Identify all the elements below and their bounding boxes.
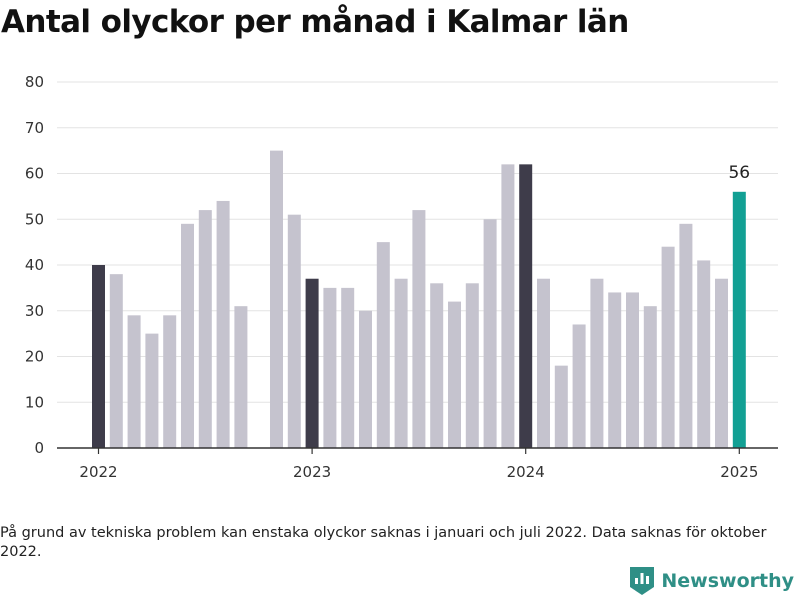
y-tick-label: 0: [34, 439, 44, 457]
bar: [109, 274, 123, 448]
bar: [92, 265, 105, 448]
bar: [537, 278, 550, 448]
bar: [359, 310, 372, 448]
x-tick-label: 2023: [293, 463, 331, 481]
bar: [412, 210, 426, 448]
bar: [341, 287, 355, 448]
x-tick-label: 2024: [507, 463, 545, 481]
y-tick-label: 10: [25, 393, 44, 411]
bar: [643, 306, 657, 448]
y-tick-label: 40: [25, 256, 44, 274]
newsworthy-logo-icon: [630, 567, 655, 595]
bar: [732, 191, 746, 449]
bar: [590, 278, 604, 448]
y-tick-label: 80: [25, 73, 44, 91]
bar: [715, 278, 728, 448]
bar: [626, 292, 639, 448]
y-tick-label: 20: [25, 348, 44, 366]
bar: [430, 283, 444, 448]
x-tick-label: 2025: [720, 463, 758, 481]
bar: [661, 246, 675, 448]
bar: [127, 315, 141, 448]
bar: [679, 223, 693, 448]
bar: [270, 150, 283, 448]
bar: [145, 333, 159, 448]
bar: [483, 219, 497, 448]
bar: [608, 292, 622, 448]
brand-name: Newsworthy: [661, 570, 794, 592]
bar: [305, 278, 319, 448]
bar: [572, 324, 586, 448]
y-tick-label: 30: [25, 302, 44, 320]
y-tick-label: 70: [25, 119, 44, 137]
y-tick-label: 60: [25, 165, 44, 183]
x-tick-label: 2022: [79, 463, 117, 481]
bar: [181, 223, 194, 448]
bar: [287, 214, 301, 448]
data-labels: 56: [728, 163, 750, 183]
y-axis-ticks: 0 10 20 30 40 50 60 70 80: [25, 73, 44, 457]
bar: [198, 210, 212, 448]
x-axis-ticks: 2022 2023 2024 2025: [79, 448, 758, 481]
data-label: 56: [728, 163, 750, 183]
brand-logo[interactable]: Newsworthy: [630, 566, 794, 596]
bar-chart: 0 10 20 30 40 50 60 70 80 2022 2023 2024 2025 56: [25, 73, 778, 481]
bar: [163, 315, 177, 448]
bar: [465, 283, 479, 448]
bars: [92, 150, 746, 449]
bar: [394, 278, 408, 448]
bar: [216, 200, 230, 448]
bar: [448, 301, 461, 448]
bar: [554, 365, 568, 448]
chart-title: Antal olyckor per månad i Kalmar län: [1, 4, 629, 40]
bar: [501, 164, 515, 448]
bar: [323, 287, 337, 448]
bar: [376, 242, 390, 448]
y-tick-label: 50: [25, 210, 44, 228]
bar: [519, 164, 533, 448]
bar: [234, 306, 248, 448]
footnote: På grund av tekniska problem kan enstaka…: [0, 525, 767, 560]
bar: [697, 260, 711, 448]
